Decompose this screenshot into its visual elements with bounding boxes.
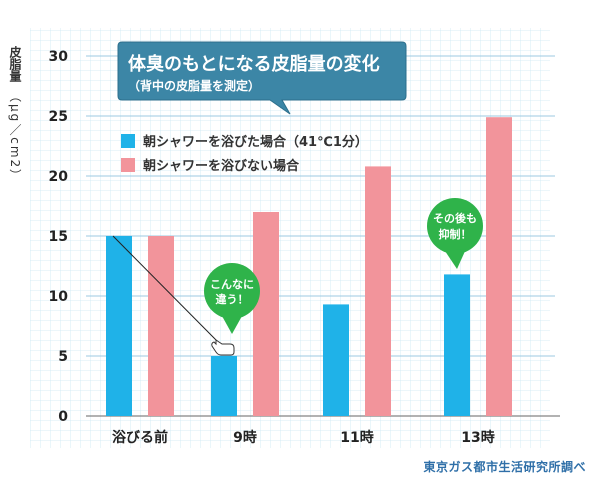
legend-label-shower: 朝シャワーを浴びた場合（41℃1分） [143, 134, 368, 150]
y-axis-label-main: 皮脂量 [8, 46, 22, 82]
legend: 朝シャワーを浴びた場合（41℃1分） 朝シャワーを浴びない場合 [121, 134, 368, 174]
bar-shower-3 [444, 274, 470, 416]
annotation-bubble-13h-circle [427, 198, 483, 254]
hand-pointer-icon [211, 339, 235, 356]
annotation-13h-line2: 抑制！ [439, 227, 472, 241]
y-tick-label: 30 [49, 49, 69, 65]
bars [106, 117, 512, 416]
bar-shower-0 [106, 236, 132, 416]
y-tick-label: 25 [49, 109, 68, 125]
y-tick-labels: 0 5 10 15 20 25 30 [49, 49, 69, 425]
bar-shower-1 [211, 356, 237, 416]
annotation-bubble-9h: こんなに 違う！ [204, 263, 260, 334]
legend-label-no-shower: 朝シャワーを浴びない場合 [143, 158, 300, 174]
y-tick-label: 15 [49, 229, 68, 245]
y-tick-label: 10 [49, 289, 69, 305]
pointer-line [112, 235, 219, 343]
bar-no-shower-3 [486, 117, 512, 416]
x-tick-label: 浴びる前 [112, 429, 168, 446]
annotation-bubble-9h-circle [204, 263, 260, 319]
annotation-bubble-13h: その後も 抑制！ [427, 198, 483, 269]
legend-swatch-no-shower [121, 158, 135, 172]
x-tick-label: 13時 [461, 429, 494, 446]
bar-no-shower-2 [365, 166, 391, 416]
annotation-bubble-9h-tail [222, 316, 242, 334]
y-axis-label: 皮脂量 （μg／cm2） [4, 46, 26, 183]
bar-no-shower-1 [253, 212, 279, 416]
chart-title: 体臭のもとになる皮脂量の変化 [128, 53, 380, 75]
title-callout-box [117, 41, 407, 115]
annotation-9h-line1: こんなに [210, 278, 254, 291]
x-tick-label: 9時 [233, 429, 257, 446]
annotation-13h-line1: その後も [433, 211, 477, 225]
x-tick-label: 11時 [340, 429, 373, 446]
y-axis-label-unit: （μg／cm2） [8, 90, 22, 184]
bar-no-shower-0 [148, 236, 174, 416]
grid-fade-right [550, 28, 600, 448]
title-callout: 体臭のもとになる皮脂量の変化 （背中の皮脂量を測定） [117, 41, 407, 115]
y-tick-label: 5 [58, 349, 68, 365]
annotation-bubble-13h-tail [445, 249, 466, 269]
y-tick-label: 20 [49, 169, 69, 185]
y-tick-label: 0 [58, 409, 68, 425]
legend-swatch-shower [121, 134, 135, 148]
source-note: 東京ガス都市生活研究所調べ [423, 460, 586, 474]
annotation-9h-line2: 違う！ [216, 292, 249, 306]
x-tick-labels: 浴びる前 9時 11時 13時 [112, 429, 495, 446]
chart-subtitle: （背中の皮脂量を測定） [128, 78, 260, 93]
bar-shower-2 [323, 304, 349, 416]
